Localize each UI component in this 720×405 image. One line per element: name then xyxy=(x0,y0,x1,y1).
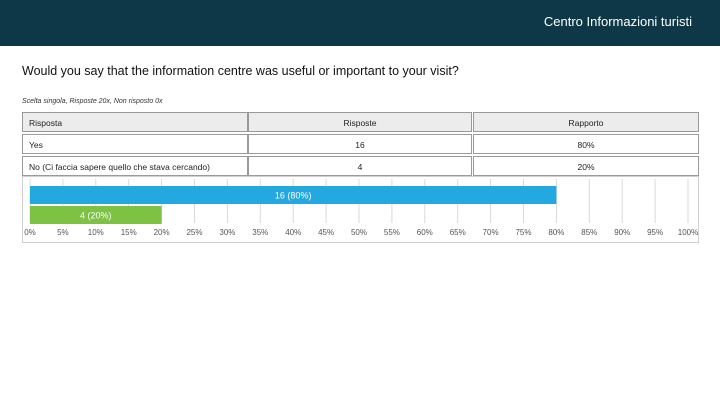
column-header-rapporto: Rapporto xyxy=(473,112,699,132)
x-tick-label: 0% xyxy=(24,228,36,237)
x-tick-label: 100% xyxy=(678,228,698,237)
row-count: 4 xyxy=(248,156,472,176)
x-tick-label: 65% xyxy=(450,228,466,237)
row-answer: Yes xyxy=(22,134,248,154)
x-tick-label: 45% xyxy=(318,228,334,237)
table-row: No (Ci faccia sapere quello che stava ce… xyxy=(22,156,699,178)
column-header-risposte: Risposte xyxy=(248,112,472,132)
row-ratio: 20% xyxy=(473,156,699,176)
question-title: Would you say that the information centr… xyxy=(22,64,459,78)
x-tick-label: 75% xyxy=(515,228,531,237)
x-tick-label: 40% xyxy=(285,228,301,237)
x-tick-label: 15% xyxy=(121,228,137,237)
x-tick-label: 20% xyxy=(154,228,170,237)
x-tick-label: 5% xyxy=(57,228,69,237)
x-tick-label: 70% xyxy=(483,228,499,237)
x-tick-label: 80% xyxy=(548,228,564,237)
x-tick-label: 85% xyxy=(581,228,597,237)
x-tick-label: 35% xyxy=(252,228,268,237)
column-header-risposta: Risposta xyxy=(22,112,248,132)
x-tick-label: 55% xyxy=(384,228,400,237)
row-answer: No (Ci faccia sapere quello che stava ce… xyxy=(22,156,248,176)
x-tick-label: 30% xyxy=(219,228,235,237)
bar-chart: 0% 5% 10% 15% 20% 25% 30% 35% 40% 45% 50% 55% 60% 65%… xyxy=(24,179,698,237)
bar-data-label: 4 (20%) xyxy=(80,211,112,221)
row-ratio: 80% xyxy=(473,134,699,154)
x-tick-label: 10% xyxy=(88,228,104,237)
x-tick-label: 25% xyxy=(186,228,202,237)
header-title: Centro Informazioni turisti xyxy=(543,14,692,29)
table-header-row: Risposta Risposte Rapporto xyxy=(22,112,699,134)
x-tick-label: 60% xyxy=(417,228,433,237)
x-tick-label: 50% xyxy=(351,228,367,237)
table-row: Yes 16 80% xyxy=(22,134,699,156)
bar xyxy=(30,206,162,224)
results-table: Risposta Risposte Rapporto Yes 16 80% No… xyxy=(22,112,699,178)
response-meta: Scelta singola, Risposte 20x, Non rispos… xyxy=(22,98,163,105)
bar xyxy=(30,186,557,204)
bar-chart-frame: 0% 5% 10% 15% 20% 25% 30% 35% 40% 45% 50% 55% 60% 65%… xyxy=(22,176,699,243)
header-bar: Centro Informazioni turisti xyxy=(0,0,720,46)
bar-data-label: 16 (80%) xyxy=(275,191,312,201)
x-tick-label: 90% xyxy=(614,228,630,237)
row-count: 16 xyxy=(248,134,472,154)
x-tick-label: 95% xyxy=(647,228,663,237)
